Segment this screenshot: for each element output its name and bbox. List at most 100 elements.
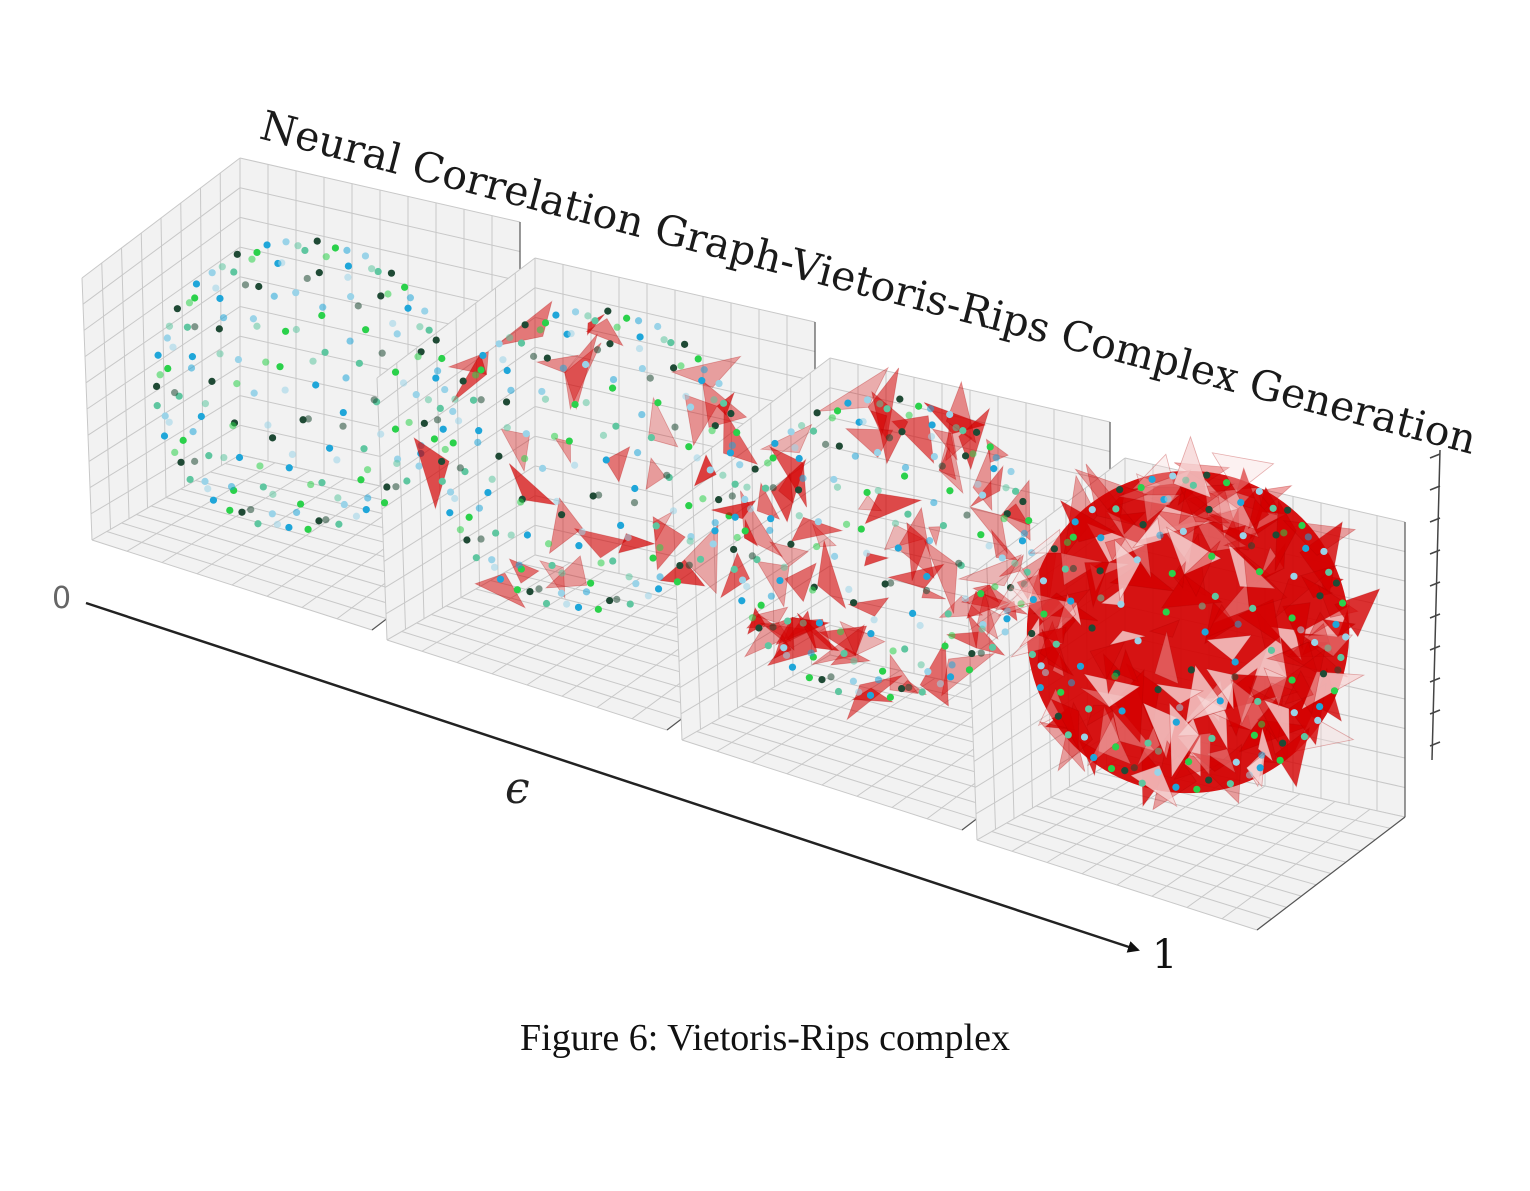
neuron-point — [269, 490, 277, 498]
neuron-point — [959, 427, 967, 435]
neuron-point — [503, 424, 511, 432]
neuron-point — [747, 505, 755, 513]
neuron-point — [558, 569, 566, 577]
neuron-point — [673, 578, 682, 586]
neuron-point — [304, 415, 312, 423]
neuron-point — [901, 645, 909, 653]
simplex — [1153, 509, 1211, 537]
neuron-point — [1288, 614, 1296, 622]
neuron-point — [795, 454, 803, 463]
neuron-point — [955, 559, 963, 567]
neuron-point — [1249, 604, 1257, 612]
neuron-point — [1290, 572, 1298, 580]
neuron-point — [1311, 638, 1319, 647]
simplex — [938, 445, 957, 481]
simplex — [1165, 526, 1222, 576]
neuron-point — [1254, 697, 1262, 706]
neuron-point — [391, 425, 400, 433]
neuron-point — [710, 396, 718, 404]
neuron-point — [270, 292, 278, 300]
neuron-point — [609, 557, 617, 565]
neuron-point — [1018, 537, 1027, 545]
neuron-point — [552, 311, 560, 319]
neuron-point — [761, 484, 770, 492]
neuron-point — [346, 337, 354, 345]
neuron-point — [292, 289, 300, 297]
grid-line — [534, 346, 816, 411]
neuron-point — [941, 642, 949, 650]
neuron-point — [1088, 624, 1096, 632]
neuron-point — [574, 603, 583, 611]
neuron-point — [281, 386, 289, 394]
neuron-point — [1154, 747, 1163, 755]
simplex — [969, 506, 1009, 555]
neuron-point — [764, 642, 772, 650]
neuron-point — [496, 575, 505, 583]
neuron-point — [424, 396, 433, 404]
neuron-point — [401, 283, 409, 291]
neuron-point — [456, 464, 464, 472]
neuron-point — [608, 384, 617, 392]
neuron-point — [488, 475, 496, 483]
neuron-point — [538, 464, 547, 472]
neuron-point — [828, 414, 836, 422]
neuron-point — [671, 423, 679, 431]
neuron-point — [798, 422, 806, 430]
neuron-point — [227, 482, 236, 491]
neuron-point — [898, 428, 906, 436]
neuron-point — [938, 462, 946, 470]
neuron-point — [188, 353, 197, 361]
simplex — [847, 597, 890, 617]
neuron-point — [728, 441, 736, 450]
simplex — [1247, 498, 1270, 530]
grid-line — [239, 157, 521, 223]
grid-line — [239, 187, 521, 252]
neuron-point — [1320, 547, 1328, 556]
neuron-point — [432, 336, 440, 344]
simplex — [1118, 648, 1139, 683]
tick-mark — [1429, 741, 1441, 747]
neuron-point — [515, 561, 523, 569]
neuron-point — [706, 466, 714, 474]
neuron-point — [248, 255, 256, 263]
grid-line — [386, 554, 536, 641]
simplex — [1227, 542, 1277, 590]
simplex — [1131, 516, 1162, 549]
neuron-point — [541, 319, 550, 327]
neuron-point — [285, 523, 293, 532]
neuron-point — [917, 661, 925, 669]
neuron-point — [1179, 527, 1187, 536]
simplex — [1118, 511, 1147, 536]
neuron-point — [635, 344, 644, 353]
neuron-point — [185, 299, 194, 307]
neuron-point — [977, 590, 985, 598]
simplex — [1041, 628, 1075, 677]
neuron-point — [1137, 483, 1145, 492]
neuron-point — [1302, 544, 1310, 552]
neuron-point — [597, 559, 605, 567]
grid-line — [673, 416, 831, 531]
neuron-point — [764, 459, 772, 467]
neuron-point — [965, 666, 974, 674]
simplex — [796, 612, 841, 652]
neuron-point — [638, 364, 646, 373]
neuron-point — [609, 375, 618, 384]
neuron-point — [952, 424, 960, 432]
neuron-point — [728, 492, 736, 500]
neuron-point — [477, 396, 485, 404]
neuron-point — [1222, 479, 1231, 487]
neuron-point — [197, 412, 205, 421]
neuron-point — [738, 597, 746, 605]
grid-line — [716, 662, 866, 752]
neuron-point — [354, 302, 362, 310]
neuron-point — [403, 477, 411, 485]
neuron-point — [1342, 633, 1350, 641]
neuron-point — [787, 540, 795, 548]
neuron-point — [1298, 521, 1306, 530]
neuron-point — [644, 592, 652, 600]
neuron-point — [307, 480, 315, 489]
simplex — [887, 563, 945, 589]
neuron-point — [344, 273, 352, 281]
neuron-point — [492, 529, 500, 537]
neuron-point — [682, 392, 690, 400]
